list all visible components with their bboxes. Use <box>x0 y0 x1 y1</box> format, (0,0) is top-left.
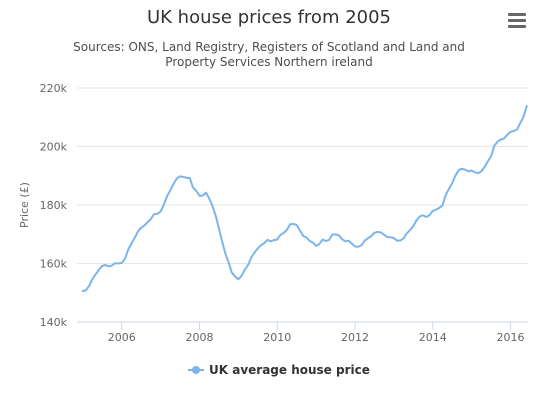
y-axis-title: Price (£) <box>18 182 31 228</box>
x-axis: 2006 2008 2010 2012 2014 2016 <box>108 322 525 344</box>
legend[interactable]: UK average house price <box>188 363 370 377</box>
x-tick-label: 2008 <box>185 331 213 344</box>
y-tick-label: 220k <box>40 82 68 95</box>
x-tick-label: 2016 <box>497 331 525 344</box>
y-tick-label: 180k <box>40 199 68 212</box>
y-tick-label: 160k <box>40 258 68 271</box>
y-tick-label: 200k <box>40 141 68 154</box>
chart-subtitle: Sources: ONS, Land Registry, Registers o… <box>73 40 465 69</box>
x-tick-label: 2012 <box>341 331 369 344</box>
menu-bar-middle <box>508 19 526 22</box>
menu-bar-top <box>508 13 526 16</box>
legend-point-marker <box>192 366 200 374</box>
y-axis-tick-labels: 140k 160k 180k 200k 220k <box>40 82 68 329</box>
x-tick-label: 2010 <box>263 331 291 344</box>
series-group <box>81 105 528 292</box>
gridlines <box>77 87 528 323</box>
x-tick-label: 2014 <box>419 331 447 344</box>
series-line[interactable] <box>81 105 528 292</box>
chart-title: UK house prices from 2005 <box>146 7 392 28</box>
legend-label: UK average house price <box>209 363 370 377</box>
x-tick-label: 2006 <box>108 331 136 344</box>
y-tick-label: 140k <box>40 316 68 329</box>
hamburger-menu-icon[interactable] <box>504 10 530 34</box>
menu-bar-bottom <box>508 25 526 28</box>
